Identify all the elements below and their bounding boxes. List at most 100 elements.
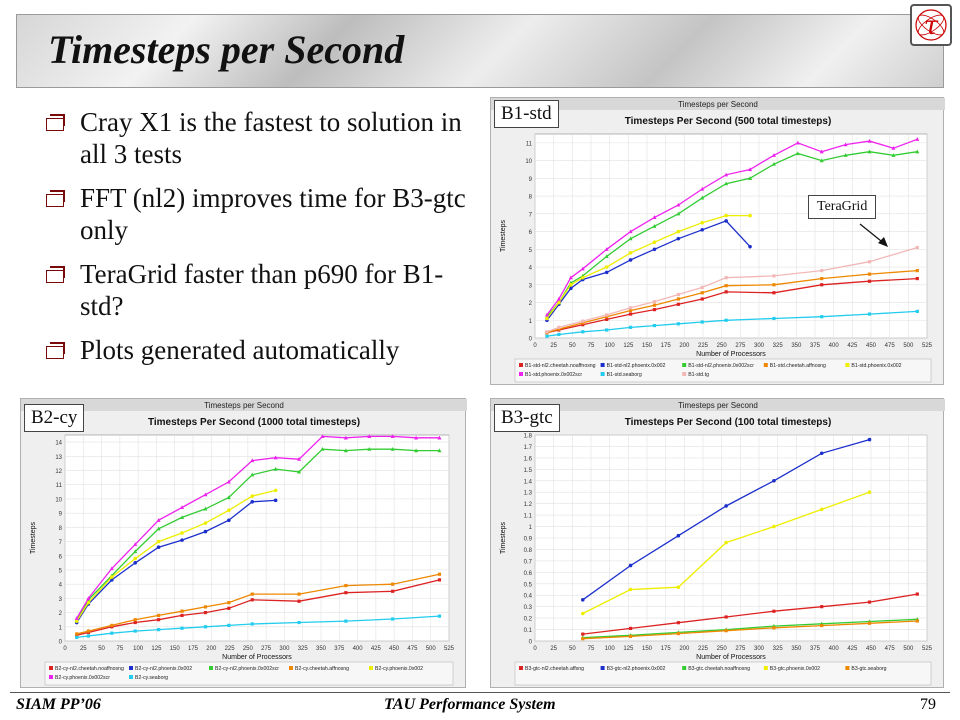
- footer-conference: SIAM PP’06: [16, 696, 101, 713]
- x-tick-label: 350: [791, 646, 802, 652]
- data-point: [724, 181, 729, 186]
- title-bar: [16, 14, 944, 88]
- legend-entry: B1-std.tg: [688, 372, 709, 378]
- chart-panel-b3: Timesteps per Second Timesteps Per Second…: [490, 398, 945, 688]
- data-point: [180, 626, 184, 630]
- x-tick-label: 500: [426, 646, 437, 652]
- data-point: [75, 632, 79, 636]
- data-point: [414, 448, 419, 453]
- data-point: [227, 508, 231, 513]
- legend-swatch: [129, 675, 133, 679]
- data-point: [628, 325, 633, 329]
- x-tick-label: 475: [885, 343, 896, 349]
- data-point: [74, 616, 79, 620]
- x-tick-label: 75: [588, 646, 595, 652]
- data-point: [203, 521, 208, 525]
- data-point: [700, 320, 704, 324]
- y-tick-label: 1.1: [524, 514, 533, 520]
- data-point: [133, 556, 138, 561]
- x-tick-label: 325: [298, 646, 309, 652]
- y-tick-label: 0.1: [524, 628, 533, 634]
- data-point: [320, 447, 325, 451]
- series-line: [582, 593, 918, 635]
- data-point: [724, 172, 729, 177]
- bullet-text: TeraGrid faster than p690 for B1-std?: [80, 259, 444, 321]
- footer-title: TAU Performance System: [384, 696, 556, 713]
- y-tick-label: 9: [529, 177, 533, 183]
- x-tick-label: 375: [334, 646, 345, 652]
- bullet-text: FFT (nl2) improves time for B3-gtc only: [80, 183, 466, 245]
- x-tick-label: 500: [903, 343, 914, 349]
- data-point: [676, 631, 680, 636]
- data-point: [544, 312, 549, 317]
- legend-swatch: [49, 675, 53, 679]
- data-point: [86, 596, 91, 600]
- chart-title: Timesteps Per Second (500 total timestep…: [625, 116, 832, 127]
- chart-b1-svg: Timesteps per Second Timesteps Per Second…: [491, 98, 945, 383]
- data-point: [867, 138, 872, 143]
- legend-entry: B1-std-nl2.phoenix.0x002scr: [688, 363, 754, 369]
- data-point: [820, 605, 824, 609]
- y-tick-label: 5: [529, 248, 533, 254]
- legend-entry: B1-std.phoenix.0x002: [851, 363, 901, 369]
- legend-entry: B1-std.cheetah.affnosng: [770, 363, 826, 369]
- x-tick-label: 0: [63, 646, 67, 652]
- x-tick-label: 25: [550, 646, 557, 652]
- data-point: [891, 153, 896, 157]
- y-tick-label: 8: [59, 526, 63, 532]
- data-point: [772, 316, 776, 321]
- window-titlebar: [491, 98, 945, 110]
- x-tick-label: 150: [642, 343, 653, 349]
- data-point: [437, 614, 442, 618]
- data-point: [819, 149, 824, 154]
- data-point: [250, 499, 255, 504]
- bullet-box-icon: [46, 342, 65, 359]
- x-tick-label: 100: [605, 343, 616, 349]
- data-point: [557, 327, 561, 331]
- data-point: [344, 619, 348, 623]
- legend-entry: B3-gtc-nl2.phoenix.0x002: [607, 666, 666, 672]
- data-point: [605, 315, 609, 319]
- data-point: [772, 524, 776, 529]
- data-point: [250, 458, 255, 463]
- data-point: [700, 297, 704, 301]
- window-titlebar: [491, 399, 945, 411]
- data-point: [915, 619, 919, 623]
- data-point: [724, 615, 728, 619]
- data-point: [700, 220, 705, 225]
- x-tick-label: 325: [773, 646, 784, 652]
- legend-swatch: [763, 363, 768, 367]
- data-point: [227, 606, 231, 610]
- data-point: [344, 591, 348, 595]
- data-point: [724, 284, 728, 288]
- data-point: [700, 186, 705, 191]
- data-point: [628, 563, 633, 568]
- x-tick-label: 425: [371, 646, 382, 652]
- data-point: [320, 434, 325, 439]
- legend-entry: B1-std.seaborg: [607, 372, 642, 378]
- x-tick-label: 0: [533, 343, 537, 349]
- data-point: [676, 297, 680, 301]
- x-axis-label: Number of Processors: [696, 654, 766, 661]
- x-tick-label: 50: [569, 343, 576, 349]
- data-point: [867, 260, 872, 264]
- data-point: [109, 566, 114, 571]
- data-point: [748, 167, 753, 172]
- data-point: [203, 605, 208, 609]
- y-tick-label: 1.2: [524, 502, 533, 508]
- data-point: [628, 258, 633, 262]
- x-tick-label: 50: [569, 646, 576, 652]
- data-point: [652, 247, 657, 252]
- x-tick-label: 350: [791, 343, 802, 349]
- plot-area: [64, 434, 450, 642]
- data-point: [843, 142, 848, 147]
- series-line: [76, 499, 276, 623]
- y-tick-label: 5: [59, 568, 63, 574]
- x-tick-label: 300: [754, 646, 765, 652]
- x-tick-label: 400: [829, 343, 840, 349]
- data-point: [581, 632, 585, 636]
- logo-glyph: τ: [924, 11, 939, 41]
- y-tick-label: 10: [525, 159, 532, 165]
- x-tick-label: 125: [623, 646, 634, 652]
- legend-entry: B1-std-nl2.phoenix.0x002: [607, 363, 666, 369]
